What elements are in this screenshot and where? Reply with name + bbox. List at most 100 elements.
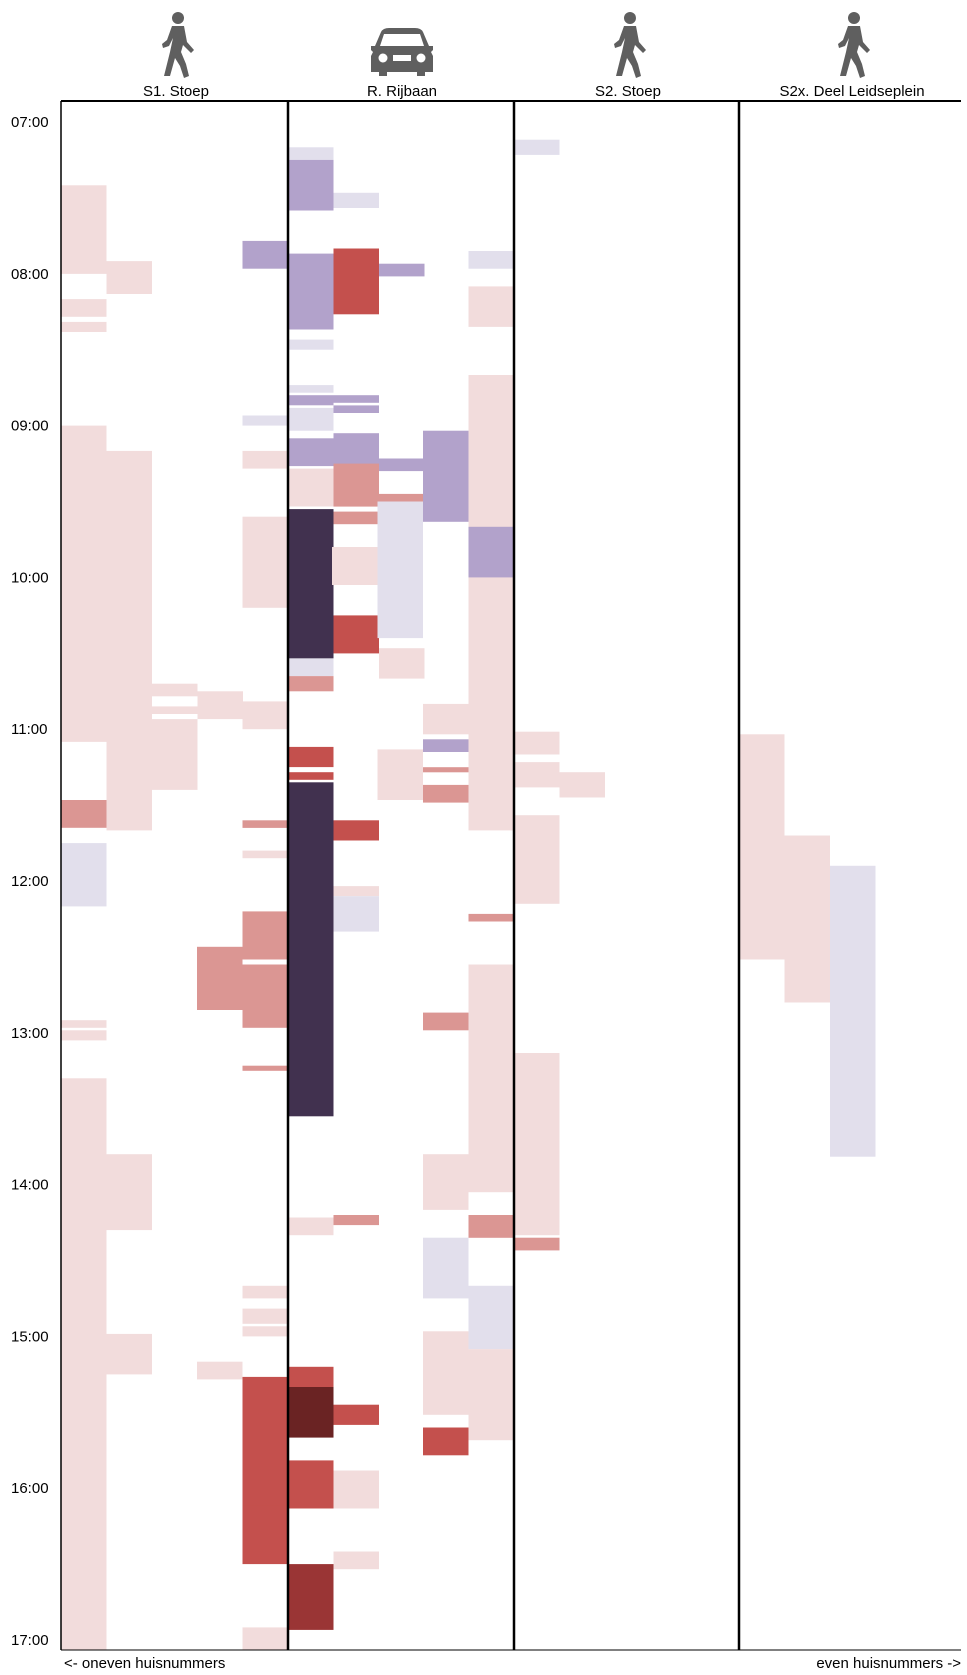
y-tick-label: 14:00: [11, 1177, 49, 1194]
activity-block: [333, 395, 379, 403]
labels: 07:00 08:00 09:00 10:00 11:00 12:00 13:00 14:00…: [11, 83, 925, 1649]
activity-block: [332, 547, 378, 585]
activity-block: [61, 843, 107, 907]
activity-block: [288, 1387, 334, 1438]
activity-block: [377, 493, 423, 502]
activity-block: [333, 433, 379, 467]
activity-block: [288, 746, 334, 768]
activity-block: [468, 913, 514, 922]
activity-block: [152, 719, 198, 790]
activity-block: [288, 782, 334, 1117]
activity-block: [333, 886, 379, 897]
activity-block: [288, 147, 334, 160]
activity-block: [423, 767, 469, 773]
car-icon: [371, 28, 433, 76]
activity-block: [242, 450, 288, 469]
activity-block: [288, 658, 334, 677]
activity-block: [379, 458, 425, 472]
activity-block: [242, 1376, 288, 1511]
activity-block: [468, 286, 514, 327]
activity-block: [333, 896, 379, 932]
activity-block: [468, 1349, 514, 1441]
activity-block: [514, 731, 560, 755]
activity-block: [106, 261, 152, 294]
activity-block: [106, 450, 152, 831]
activity-block: [242, 701, 288, 730]
footer-left-label: <- oneven huisnummers: [64, 1655, 226, 1672]
footer-right-label: even huisnummers ->: [816, 1655, 961, 1672]
activity-block: [242, 240, 288, 269]
activity-block: [197, 1361, 243, 1380]
activity-block: [468, 375, 514, 831]
activity-block: [514, 762, 560, 788]
activity-block: [423, 430, 469, 522]
activity-block: [61, 1020, 107, 1028]
activity-block: [242, 1065, 288, 1071]
activity-block: [333, 192, 379, 208]
activity-block: [242, 964, 288, 1028]
activity-block: [242, 1637, 288, 1651]
activity-block: [377, 749, 423, 800]
activity-block: [288, 438, 334, 467]
activity-block: [423, 739, 469, 752]
activity-block: [333, 615, 379, 654]
activity-block: [152, 706, 198, 714]
activity-blocks: [61, 139, 876, 1651]
activity-block: [423, 1331, 469, 1415]
activity-block: [423, 1427, 469, 1456]
activity-block: [468, 526, 514, 578]
activity-block: [423, 1154, 469, 1210]
activity-block: [288, 468, 334, 507]
column-label: R. Rijbaan: [367, 83, 437, 100]
activity-block: [333, 820, 379, 841]
activity-block: [61, 321, 107, 332]
y-tick-label: 15:00: [11, 1328, 49, 1345]
y-tick-label: 10:00: [11, 569, 49, 586]
activity-block: [288, 395, 334, 406]
activity-block: [514, 1237, 560, 1251]
activity-block: [468, 964, 514, 1193]
activity-block: [333, 248, 379, 315]
activity-block: [288, 339, 334, 350]
activity-block: [61, 185, 107, 274]
activity-block: [288, 509, 334, 659]
activity-block: [333, 1215, 379, 1226]
activity-block: [468, 1285, 514, 1350]
activity-block: [423, 784, 469, 803]
activity-block: [242, 516, 288, 608]
activity-block: [242, 1505, 288, 1565]
y-tick-label: 16:00: [11, 1480, 49, 1497]
column-label: S2x. Deel Leidseplein: [779, 83, 924, 100]
activity-block: [61, 1078, 107, 1651]
y-tick-label: 08:00: [11, 266, 49, 283]
y-tick-label: 09:00: [11, 418, 49, 435]
y-tick-label: 13:00: [11, 1025, 49, 1042]
activity-block: [288, 1460, 334, 1509]
activity-block: [468, 251, 514, 269]
y-tick-label: 17:00: [11, 1632, 49, 1649]
column-label: S1. Stoep: [143, 83, 209, 100]
y-tick-label: 11:00: [11, 721, 47, 738]
activity-block: [288, 676, 334, 692]
activity-block: [830, 865, 876, 1157]
activity-block: [333, 463, 379, 507]
activity-block: [559, 772, 605, 798]
activity-block: [61, 299, 107, 317]
activity-block: [61, 800, 107, 828]
activity-block: [333, 405, 379, 413]
activity-block: [242, 911, 288, 960]
activity-block: [106, 1154, 152, 1231]
pedestrian-icon: [162, 12, 194, 78]
activity-block: [61, 1030, 107, 1041]
activity-block: [288, 772, 334, 780]
activity-block: [377, 501, 423, 639]
activity-block: [288, 1217, 334, 1236]
activity-block: [288, 1564, 334, 1630]
y-tick-label: 12:00: [11, 873, 49, 890]
activity-block: [242, 820, 288, 828]
axis-lines: [60, 100, 961, 1651]
activity-block: [288, 385, 334, 393]
activity-block: [514, 139, 560, 155]
activity-block: [514, 1053, 560, 1236]
